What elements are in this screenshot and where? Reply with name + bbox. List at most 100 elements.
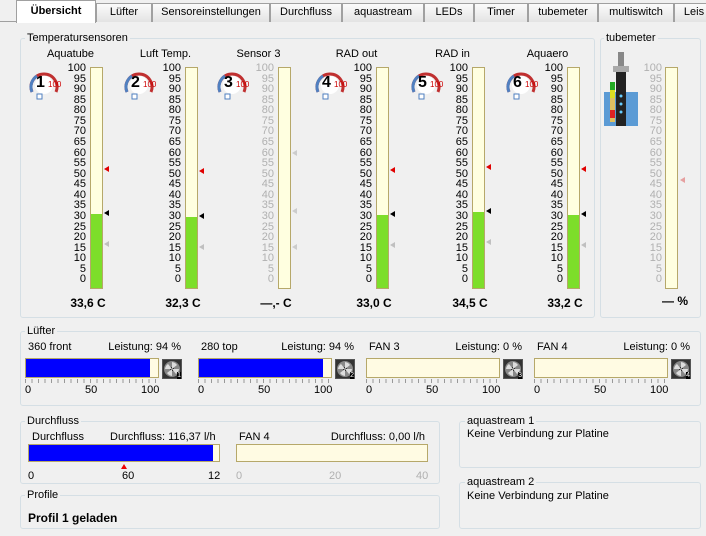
fan-tick-label: 50 (85, 384, 98, 396)
scale-tick: 75 (261, 114, 274, 127)
scale-tick: 70 (550, 125, 563, 138)
scale-tick: 65 (168, 136, 181, 148)
scale-tick: 45 (261, 178, 274, 191)
gauge-icon (505, 66, 537, 100)
tubemeter-scale-tick: 60 (649, 146, 662, 159)
tab-multiswitch[interactable]: multiswitch (598, 3, 674, 22)
gauge-icon (314, 66, 346, 100)
tab-aquastream[interactable]: aquastream (342, 3, 424, 22)
tab-timer[interactable]: Timer (474, 3, 528, 22)
profile-status: Profil 1 geladen (28, 511, 118, 525)
current-marker (486, 207, 491, 214)
gauge-icon (410, 66, 442, 100)
sensor-value: 33,6 C (70, 296, 106, 310)
scale-tick: 0 (365, 273, 372, 286)
scale-tick: 65 (261, 136, 274, 148)
scale-tick: 20 (359, 231, 372, 244)
scale-tick: 85 (550, 93, 563, 106)
tab-uebersicht[interactable]: Übersicht (16, 0, 96, 23)
tab-leistung[interactable]: Leis (674, 3, 706, 22)
aquastream1-title: aquastream 1 (465, 415, 537, 427)
fan-power-bar (534, 358, 668, 378)
max-marker (104, 165, 109, 172)
max-marker (390, 166, 395, 173)
scale-tick: 55 (168, 157, 181, 170)
sensor-bar (472, 67, 485, 289)
tubemeter-scale-tick: 25 (649, 220, 662, 233)
sensor-bar (90, 67, 103, 289)
scale-tick: 50 (455, 167, 468, 180)
scale-tick: 100 (544, 62, 563, 74)
sensor-name: Aquatube (46, 48, 95, 60)
fan-icon[interactable]: 1 (162, 359, 182, 379)
scale-tick: 10 (261, 252, 274, 265)
scale-tick: 45 (168, 178, 181, 191)
fan-power-label: Leistung: 94 % (108, 341, 181, 353)
scale-tick: 35 (550, 199, 563, 212)
scale-tick: 100 (449, 62, 468, 74)
scale-tick: 50 (261, 167, 274, 180)
fan-power-bar (198, 358, 332, 378)
fan-power-bar (366, 358, 500, 378)
tubemeter-scale-tick: 40 (649, 188, 662, 201)
min-marker (581, 241, 586, 248)
tab-sensoreinstellungen[interactable]: Sensoreinstellungen (152, 3, 270, 22)
tab-leds[interactable]: LEDs (424, 3, 474, 22)
scale-tick: 45 (359, 178, 372, 191)
scale-tick: 25 (73, 220, 86, 233)
scale-tick: 40 (359, 188, 372, 201)
scale-tick: 10 (168, 252, 181, 265)
scale-tick: 20 (168, 231, 181, 244)
fan-icon[interactable]: 2 (335, 359, 355, 379)
scale-tick: 90 (261, 83, 274, 96)
tab-luefter[interactable]: Lüfter (96, 3, 152, 22)
scale-tick: 50 (168, 167, 181, 180)
min-marker (292, 244, 297, 250)
flow-group (20, 421, 440, 484)
tubemeter-value: — % (661, 294, 688, 308)
scale-tick: 75 (168, 114, 181, 127)
scale-tick: 85 (73, 93, 86, 106)
scale-tick: 90 (168, 83, 181, 96)
scale-tick: 90 (455, 83, 468, 96)
flow-a-bar (28, 444, 220, 462)
scale-tick: 45 (73, 178, 86, 191)
scale-tick: 25 (168, 220, 181, 233)
flow-a-marker (121, 464, 127, 469)
fan-icon[interactable]: 4 (671, 359, 691, 379)
scale-tick: 45 (455, 178, 468, 191)
scale-tick: 30 (455, 210, 468, 222)
scale-tick: 10 (455, 252, 468, 265)
tab-durchfluss[interactable]: Durchfluss (270, 3, 342, 22)
max-marker (581, 166, 586, 173)
tubemeter-icon (604, 52, 638, 130)
scale-tick: 90 (550, 83, 563, 96)
scale-tick: 40 (455, 188, 468, 201)
sensor-value: —,- C (260, 296, 292, 310)
scale-tick: 25 (359, 220, 372, 233)
tubemeter-scale-tick: 65 (649, 136, 662, 148)
fan-tick-label: 0 (198, 384, 205, 396)
scale-tick: 70 (261, 125, 274, 138)
flow-a-name: Durchfluss (32, 431, 84, 443)
scale-tick: 95 (359, 72, 372, 85)
aquastream1-message: Keine Verbindung zur Platine (467, 428, 609, 440)
tab-tubemeter[interactable]: tubemeter (528, 3, 598, 22)
fan-icon[interactable]: 3 (503, 359, 523, 379)
sensor-number: 2 (131, 74, 140, 91)
scale-tick: 0 (174, 273, 181, 286)
scale-tick: 85 (359, 93, 372, 106)
sensor-name: Sensor 3 (236, 48, 281, 60)
scale-tick: 60 (359, 146, 372, 159)
gauge-max-label: 100 (143, 80, 157, 89)
scale-tick: 90 (73, 83, 86, 96)
fan-number: 3 (518, 372, 522, 379)
scale-tick: 0 (79, 273, 86, 286)
temperature-sensors-group (20, 38, 595, 318)
flow-a-fill (29, 445, 214, 461)
scale-tick: 10 (73, 252, 86, 265)
tubemeter-scale-tick: 5 (655, 262, 662, 275)
scale-tick: 60 (455, 146, 468, 159)
scale-tick: 15 (168, 241, 181, 254)
flow-b-tick-0: 0 (236, 470, 243, 482)
